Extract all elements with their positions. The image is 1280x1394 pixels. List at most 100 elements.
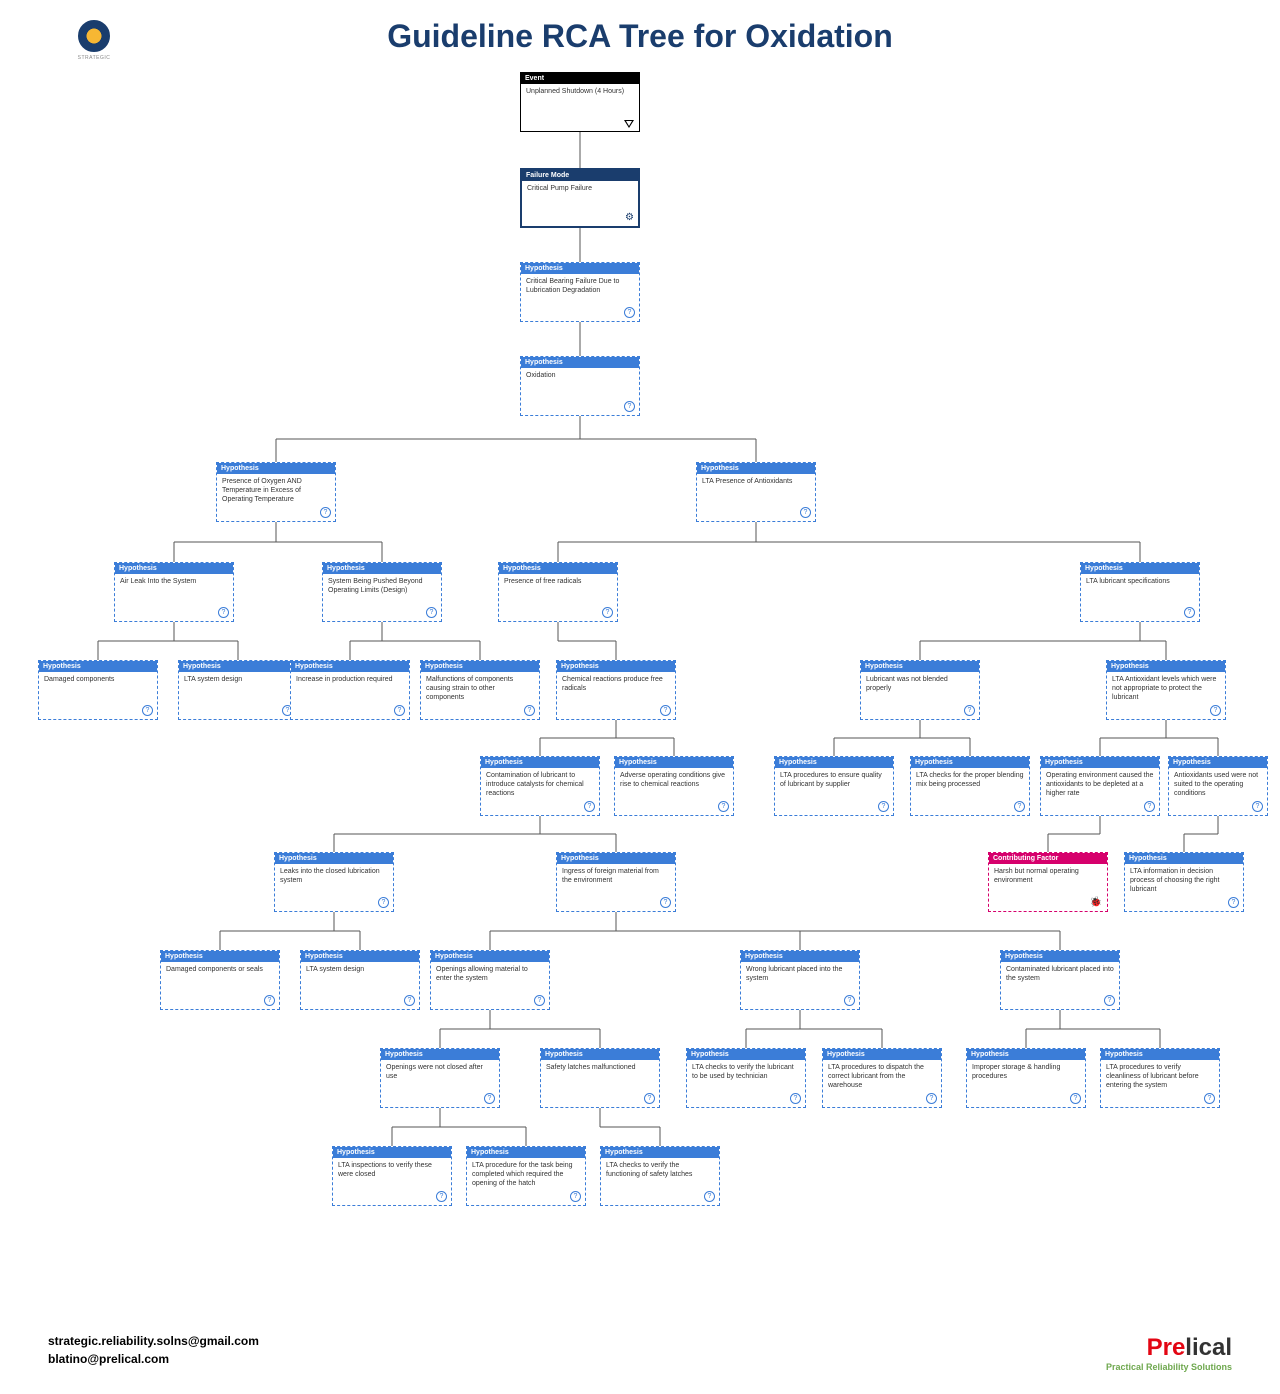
tree-node-n38: HypothesisLTA inspections to verify thes…	[332, 1146, 452, 1206]
question-icon: ?	[524, 705, 535, 716]
tree-node-n23: HypothesisLeaks into the closed lubricat…	[274, 852, 394, 912]
question-icon: ?	[964, 705, 975, 716]
node-text: Chemical reactions produce free radicals	[557, 672, 675, 710]
node-header: Hypothesis	[775, 757, 893, 768]
node-text: Presence of Oxygen AND Temperature in Ex…	[217, 474, 335, 518]
gear-icon: ⚙	[625, 212, 634, 223]
tree-node-n27: HypothesisDamaged components or seals?	[160, 950, 280, 1010]
node-text: LTA procedures to dispatch the correct l…	[823, 1060, 941, 1104]
node-text: Critical Bearing Failure Due to Lubricat…	[521, 274, 639, 312]
node-header: Hypothesis	[741, 951, 859, 962]
node-header: Hypothesis	[687, 1049, 805, 1060]
tree-node-n29: HypothesisOpenings allowing material to …	[430, 950, 550, 1010]
question-icon: ?	[644, 1093, 655, 1104]
node-header: Hypothesis	[557, 661, 675, 672]
question-icon: ?	[1204, 1093, 1215, 1104]
node-header: Hypothesis	[541, 1049, 659, 1060]
node-text: Ingress of foreign material from the env…	[557, 864, 675, 902]
node-text: Air Leak Into the System	[115, 574, 233, 612]
question-icon: ?	[1210, 705, 1221, 716]
question-icon: ?	[264, 995, 275, 1006]
node-header: Hypothesis	[1101, 1049, 1219, 1060]
node-header: Hypothesis	[499, 563, 617, 574]
question-icon: ?	[624, 401, 635, 412]
tree-node-n15: HypothesisLubricant was not blended prop…	[860, 660, 980, 720]
node-text: LTA information in decision process of c…	[1125, 864, 1243, 908]
node-header: Hypothesis	[557, 853, 675, 864]
node-header: Hypothesis	[115, 563, 233, 574]
tree-node-n5: HypothesisLTA Presence of Antioxidants?	[696, 462, 816, 522]
tree-node-n7: HypothesisSystem Being Pushed Beyond Ope…	[322, 562, 442, 622]
node-text: Oxidation	[521, 368, 639, 406]
node-header: Hypothesis	[1041, 757, 1159, 768]
tree-node-n35: HypothesisLTA procedures to dispatch the…	[822, 1048, 942, 1108]
node-header: Hypothesis	[1001, 951, 1119, 962]
question-icon: ?	[660, 897, 671, 908]
tree-node-n6: HypothesisAir Leak Into the System?	[114, 562, 234, 622]
question-icon: ?	[660, 705, 671, 716]
tree-node-n24: HypothesisIngress of foreign material fr…	[556, 852, 676, 912]
tree-node-n10: HypothesisDamaged components?	[38, 660, 158, 720]
question-icon: ?	[1014, 801, 1025, 812]
node-text: LTA system design	[301, 962, 419, 1000]
node-header: Event	[521, 73, 639, 84]
node-text: LTA system design	[179, 672, 297, 710]
question-icon: ?	[926, 1093, 937, 1104]
node-text: Contamination of lubricant to introduce …	[481, 768, 599, 812]
question-icon: ?	[1184, 607, 1195, 618]
node-text: Openings were not closed after use	[381, 1060, 499, 1098]
node-header: Hypothesis	[861, 661, 979, 672]
node-text: Improper storage & handling procedures	[967, 1060, 1085, 1098]
tree-node-n28: HypothesisLTA system design?	[300, 950, 420, 1010]
node-text: Presence of free radicals	[499, 574, 617, 612]
node-header: Hypothesis	[697, 463, 815, 474]
node-header: Hypothesis	[381, 1049, 499, 1060]
question-icon: ?	[1144, 801, 1155, 812]
node-text: Malfunctions of components causing strai…	[421, 672, 539, 716]
node-text: Wrong lubricant placed into the system	[741, 962, 859, 1000]
tree-node-n2: HypothesisCritical Bearing Failure Due t…	[520, 262, 640, 322]
node-text: LTA procedures to verify cleanliness of …	[1101, 1060, 1219, 1104]
tree-node-n9: HypothesisLTA lubricant specifications?	[1080, 562, 1200, 622]
tree-node-n22: HypothesisAntioxidants used were not sui…	[1168, 756, 1268, 816]
tree-node-n26: HypothesisLTA information in decision pr…	[1124, 852, 1244, 912]
node-text: Leaks into the closed lubrication system	[275, 864, 393, 902]
tree-node-n12: HypothesisIncrease in production require…	[290, 660, 410, 720]
node-header: Hypothesis	[179, 661, 297, 672]
question-icon: ?	[142, 705, 153, 716]
node-header: Hypothesis	[301, 951, 419, 962]
node-header: Hypothesis	[521, 357, 639, 368]
tree-node-n0: EventUnplanned Shutdown (4 Hours)	[520, 72, 640, 132]
question-icon: ?	[534, 995, 545, 1006]
question-icon: ?	[320, 507, 331, 518]
question-icon: ?	[584, 801, 595, 812]
tree-node-n32: HypothesisOpenings were not closed after…	[380, 1048, 500, 1108]
node-text: System Being Pushed Beyond Operating Lim…	[323, 574, 441, 612]
tree-node-n25: Contributing FactorHarsh but normal oper…	[988, 852, 1108, 912]
node-text: Critical Pump Failure	[522, 181, 638, 219]
tree-node-n36: HypothesisImproper storage & handling pr…	[966, 1048, 1086, 1108]
tree-node-n19: HypothesisLTA procedures to ensure quali…	[774, 756, 894, 816]
question-icon: ?	[878, 801, 889, 812]
tree-node-n30: HypothesisWrong lubricant placed into th…	[740, 950, 860, 1010]
node-header: Hypothesis	[481, 757, 599, 768]
question-icon: ?	[844, 995, 855, 1006]
node-header: Hypothesis	[601, 1147, 719, 1158]
node-header: Hypothesis	[161, 951, 279, 962]
question-icon: ?	[1070, 1093, 1081, 1104]
node-header: Hypothesis	[967, 1049, 1085, 1060]
node-header: Hypothesis	[1169, 757, 1267, 768]
node-header: Hypothesis	[333, 1147, 451, 1158]
tree-node-n16: HypothesisLTA Antioxidant levels which w…	[1106, 660, 1226, 720]
tree-node-n40: HypothesisLTA checks to verify the funct…	[600, 1146, 720, 1206]
node-header: Hypothesis	[521, 263, 639, 274]
question-icon: ?	[1252, 801, 1263, 812]
node-text: LTA inspections to verify these were clo…	[333, 1158, 451, 1196]
node-text: LTA procedure for the task being complet…	[467, 1158, 585, 1202]
tree-node-n13: HypothesisMalfunctions of components cau…	[420, 660, 540, 720]
node-text: LTA Antioxidant levels which were not ap…	[1107, 672, 1225, 716]
tree-node-n31: HypothesisContaminated lubricant placed …	[1000, 950, 1120, 1010]
tree-node-n18: HypothesisAdverse operating conditions g…	[614, 756, 734, 816]
event-icon	[624, 120, 634, 128]
bug-icon: 🐞	[1090, 897, 1102, 908]
